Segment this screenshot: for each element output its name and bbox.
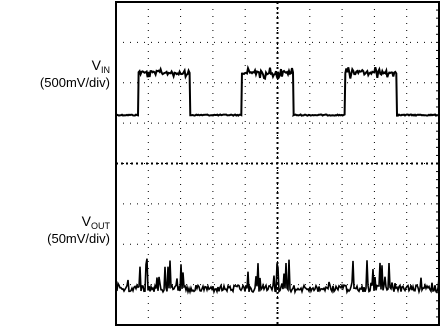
scope-border bbox=[115, 1, 440, 326]
vin-symbol: V bbox=[91, 57, 101, 73]
vout-scale: (50mV/div) bbox=[47, 231, 110, 246]
vin-subscript: IN bbox=[101, 65, 110, 75]
scope-grid bbox=[116, 1, 439, 326]
vout-label: VOUT (50mV/div) bbox=[47, 213, 110, 247]
vout-subscript: OUT bbox=[91, 221, 110, 231]
vin-label: VIN (500mV/div) bbox=[40, 57, 110, 91]
vout-trace bbox=[115, 258, 440, 295]
scope-traces bbox=[115, 64, 440, 295]
vout-symbol: V bbox=[81, 213, 91, 229]
vin-scale: (500mV/div) bbox=[39, 75, 110, 90]
vin-trace bbox=[115, 64, 439, 117]
